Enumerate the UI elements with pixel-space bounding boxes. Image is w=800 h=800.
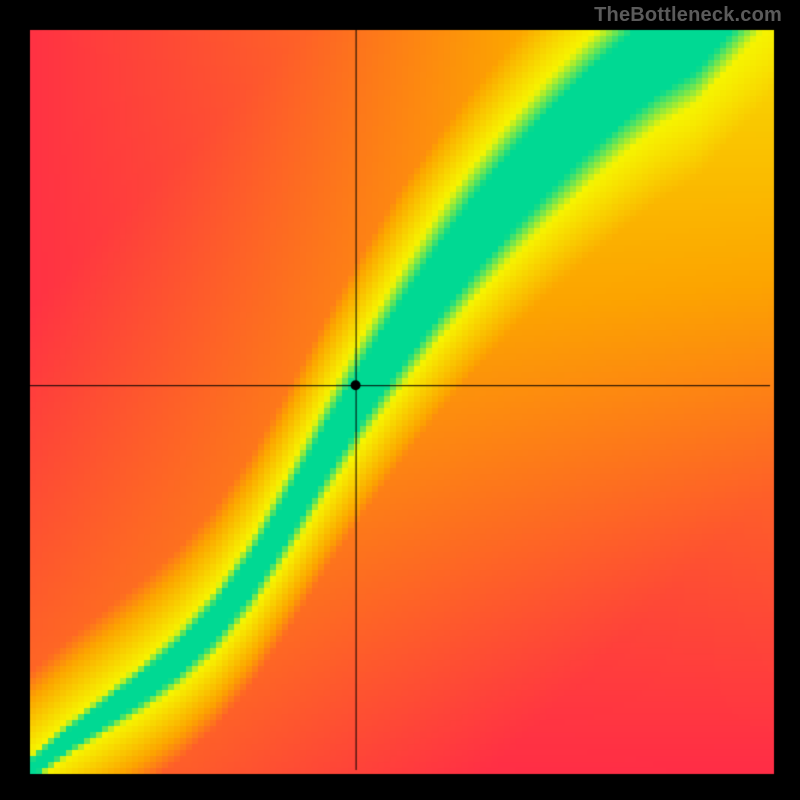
chart-frame: { "attribution": { "text": "TheBottlenec… <box>0 0 800 800</box>
bottleneck-heatmap <box>0 0 800 800</box>
attribution-text: TheBottleneck.com <box>594 4 782 27</box>
